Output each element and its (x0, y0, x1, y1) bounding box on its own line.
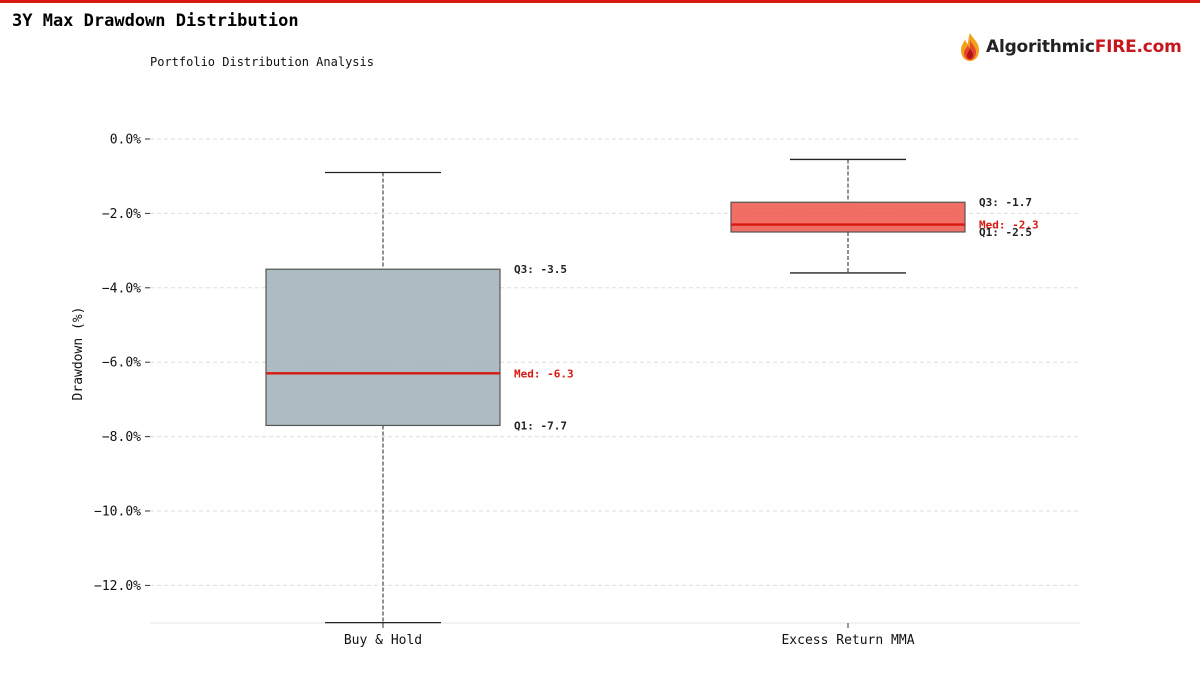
chart-subtitle: Portfolio Distribution Analysis (150, 55, 374, 69)
y-axis-label: Drawdown (%) (71, 307, 86, 401)
y-tick-label: −8.0% (102, 430, 141, 445)
box-iqr (265, 268, 501, 427)
brand-wordmark: AlgorithmicFIRE.com (986, 37, 1182, 57)
top-accent-rule (0, 0, 1200, 3)
y-tick-label: −12.0% (94, 579, 141, 594)
median-label: Med: -6.3 (514, 367, 574, 380)
brand-wordmark-accent: FIRE.com (1094, 37, 1182, 57)
q3-label: Q3: -1.7 (979, 196, 1032, 209)
y-tick-label: 0.0% (110, 133, 141, 148)
flame-icon (958, 32, 982, 62)
x-tick-label: Buy & Hold (344, 633, 422, 648)
y-tick-label: −2.0% (102, 207, 141, 222)
y-tick-label: −10.0% (94, 505, 141, 520)
brand-wordmark-main: Algorithmic (986, 37, 1095, 57)
box-iqr (730, 201, 966, 233)
q1-label: Q1: -2.5 (979, 226, 1032, 239)
q3-label: Q3: -3.5 (514, 263, 567, 276)
y-tick-label: −4.0% (102, 281, 141, 296)
x-tick-label: Excess Return MMA (781, 633, 914, 648)
median-label: Med: -2.3 (979, 219, 1039, 232)
page-title: 3Y Max Drawdown Distribution (12, 11, 299, 31)
brand-logo[interactable]: AlgorithmicFIRE.com (958, 30, 1182, 64)
y-tick-label: −6.0% (102, 356, 141, 371)
q1-label: Q1: -7.7 (514, 419, 567, 432)
